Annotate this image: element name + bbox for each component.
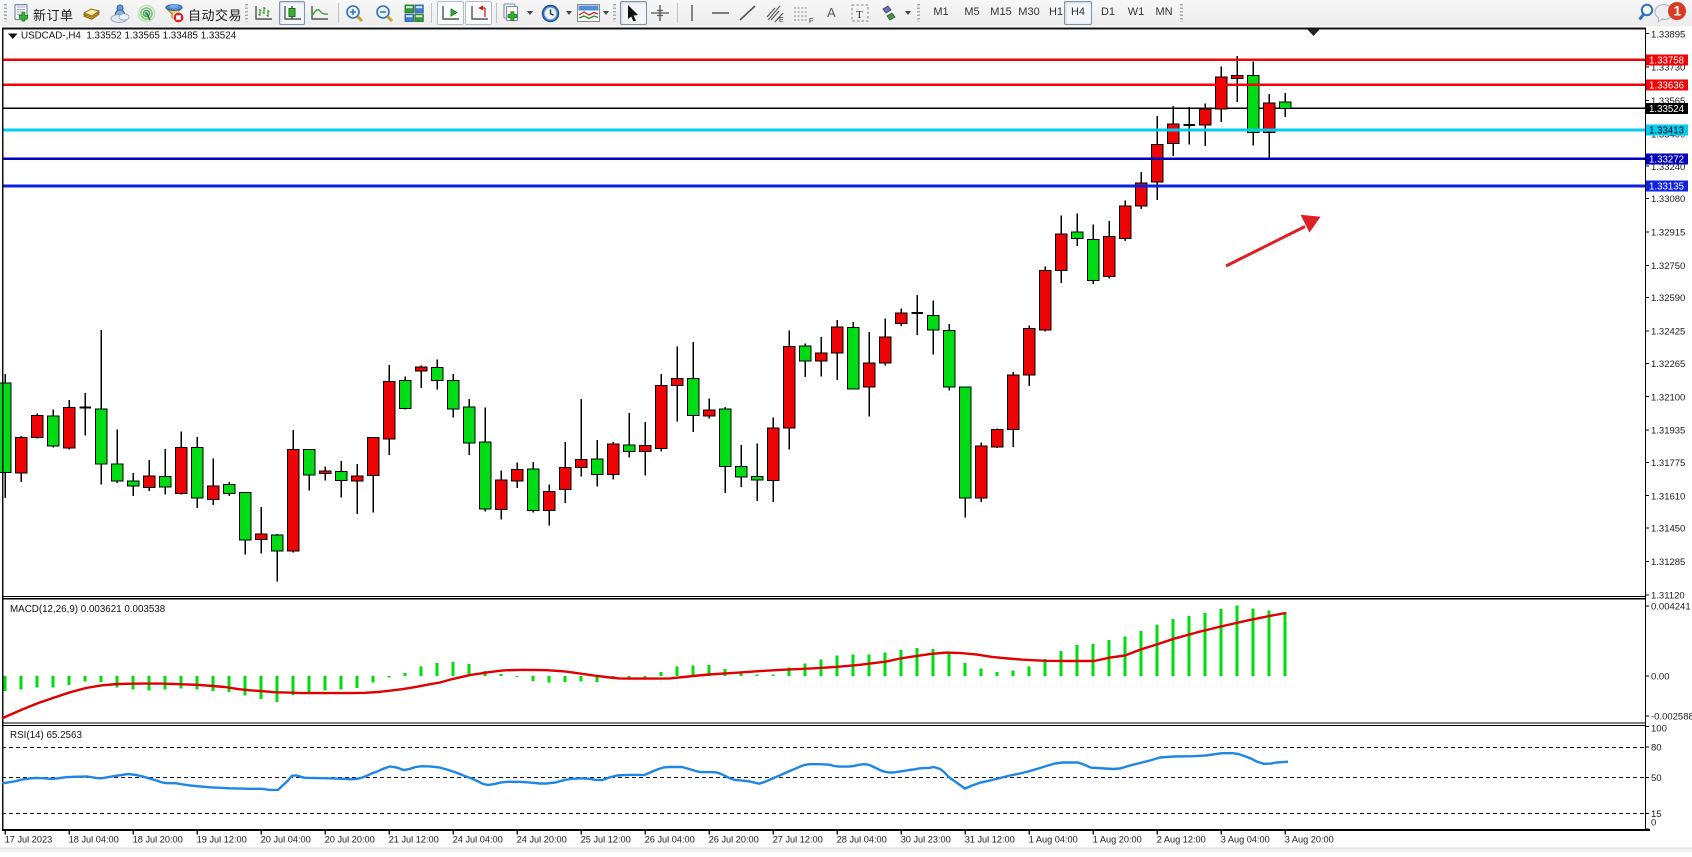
svg-text:F: F bbox=[809, 18, 813, 24]
svg-text:30 Jul 23:00: 30 Jul 23:00 bbox=[901, 835, 951, 845]
svg-text:T: T bbox=[856, 9, 863, 21]
svg-text:3 Aug 20:00: 3 Aug 20:00 bbox=[1285, 835, 1334, 845]
svg-text:1.33730: 1.33730 bbox=[1651, 63, 1685, 74]
svg-text:20 Jul 04:00: 20 Jul 04:00 bbox=[261, 835, 311, 845]
svg-text:18 Jul 20:00: 18 Jul 20:00 bbox=[133, 835, 183, 845]
svg-text:1.33524: 1.33524 bbox=[1649, 104, 1685, 115]
svg-text:1.33135: 1.33135 bbox=[1649, 182, 1684, 193]
svg-text:1.31285: 1.31285 bbox=[1651, 557, 1685, 568]
svg-text:1.32100: 1.32100 bbox=[1651, 392, 1685, 403]
svg-text:RSI(14) 65.2563: RSI(14) 65.2563 bbox=[10, 730, 82, 741]
svg-text:26 Jul 20:00: 26 Jul 20:00 bbox=[709, 835, 759, 845]
svg-text:1.33272: 1.33272 bbox=[1649, 155, 1684, 166]
svg-text:1.31120: 1.31120 bbox=[1651, 590, 1685, 601]
svg-text:18 Jul 04:00: 18 Jul 04:00 bbox=[69, 835, 119, 845]
svg-text:20 Jul 20:00: 20 Jul 20:00 bbox=[325, 835, 375, 845]
svg-text:21 Jul 12:00: 21 Jul 12:00 bbox=[389, 835, 439, 845]
svg-text:0.004241: 0.004241 bbox=[1651, 602, 1691, 613]
svg-text:1 Aug 20:00: 1 Aug 20:00 bbox=[1093, 835, 1142, 845]
svg-text:28 Jul 04:00: 28 Jul 04:00 bbox=[837, 835, 887, 845]
svg-text:1.32750: 1.32750 bbox=[1651, 261, 1685, 272]
svg-text:1.33565: 1.33565 bbox=[1651, 96, 1685, 107]
svg-text:19 Jul 12:00: 19 Jul 12:00 bbox=[197, 835, 247, 845]
svg-text:15: 15 bbox=[1651, 809, 1662, 820]
svg-text:0: 0 bbox=[1651, 818, 1656, 829]
svg-text:80: 80 bbox=[1651, 743, 1662, 754]
svg-text:1.32265: 1.32265 bbox=[1651, 359, 1685, 370]
svg-text:1.33895: 1.33895 bbox=[1651, 29, 1685, 40]
svg-text:1.32915: 1.32915 bbox=[1651, 228, 1685, 239]
svg-text:1.32590: 1.32590 bbox=[1651, 293, 1685, 304]
svg-text:-0.002588: -0.002588 bbox=[1651, 712, 1692, 723]
svg-text:1.31610: 1.31610 bbox=[1651, 491, 1685, 502]
svg-text:1.31935: 1.31935 bbox=[1651, 426, 1685, 437]
svg-text:100: 100 bbox=[1651, 724, 1667, 735]
svg-text:3 Aug 04:00: 3 Aug 04:00 bbox=[1221, 835, 1270, 845]
svg-text:50: 50 bbox=[1651, 773, 1662, 784]
svg-text:MACD(12,26,9) 0.003621 0.00353: MACD(12,26,9) 0.003621 0.003538 bbox=[10, 604, 166, 615]
svg-text:17 Jul 2023: 17 Jul 2023 bbox=[5, 835, 53, 845]
svg-text:1.32425: 1.32425 bbox=[1651, 327, 1685, 338]
svg-text:1.33758: 1.33758 bbox=[1649, 56, 1684, 67]
svg-text:1.33080: 1.33080 bbox=[1651, 194, 1685, 205]
svg-text:1.31450: 1.31450 bbox=[1651, 524, 1685, 535]
svg-text:2 Aug 12:00: 2 Aug 12:00 bbox=[1157, 835, 1206, 845]
svg-text:0.00: 0.00 bbox=[1651, 671, 1670, 682]
svg-text:31 Jul 12:00: 31 Jul 12:00 bbox=[965, 835, 1015, 845]
svg-text:USDCAD-,H4 1.33552 1.33565 1.: USDCAD-,H4 1.33552 1.33565 1.33485 1.335… bbox=[21, 30, 237, 41]
svg-text:E: E bbox=[779, 17, 784, 24]
svg-text:1.33636: 1.33636 bbox=[1649, 81, 1684, 92]
svg-text:1.31775: 1.31775 bbox=[1651, 458, 1685, 469]
svg-text:1: 1 bbox=[1674, 4, 1682, 19]
svg-text:1 Aug 04:00: 1 Aug 04:00 bbox=[1029, 835, 1078, 845]
svg-text:24 Jul 20:00: 24 Jul 20:00 bbox=[517, 835, 567, 845]
svg-text:26 Jul 04:00: 26 Jul 04:00 bbox=[645, 835, 695, 845]
svg-text:1.33413: 1.33413 bbox=[1649, 126, 1684, 137]
svg-text:1.33240: 1.33240 bbox=[1651, 162, 1685, 173]
svg-text:27 Jul 12:00: 27 Jul 12:00 bbox=[773, 835, 823, 845]
svg-text:24 Jul 04:00: 24 Jul 04:00 bbox=[453, 835, 503, 845]
svg-text:25 Jul 12:00: 25 Jul 12:00 bbox=[581, 835, 631, 845]
